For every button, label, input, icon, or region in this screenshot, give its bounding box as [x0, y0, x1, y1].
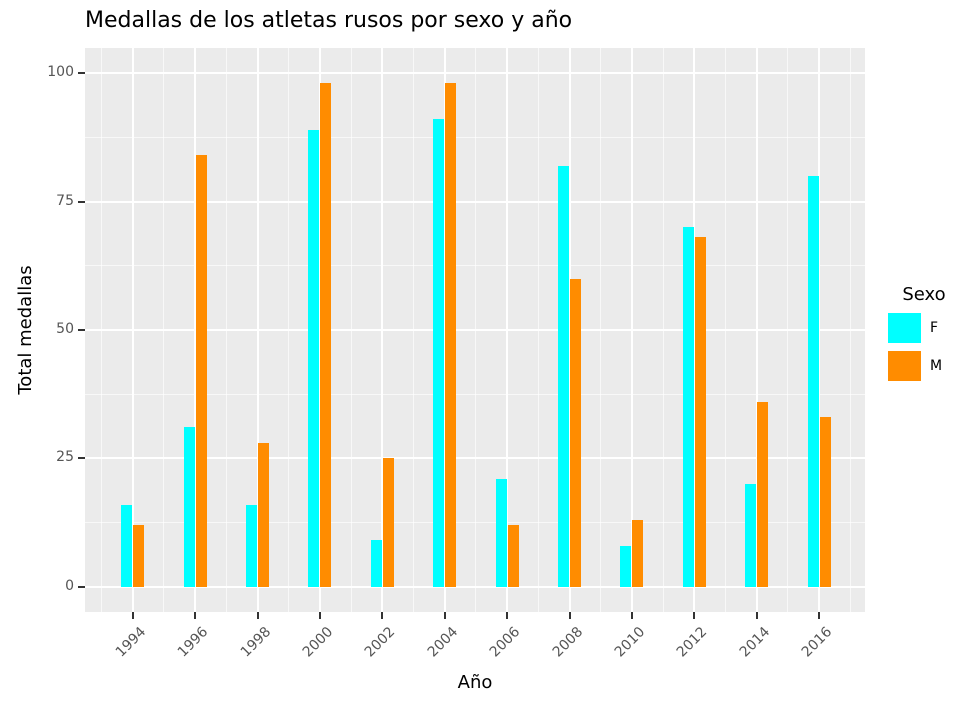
gridline-vertical-major: [630, 48, 633, 612]
bar-2012-M: [694, 237, 706, 587]
gridline-horizontal-major: [85, 72, 865, 75]
gridline-vertical-major: [506, 48, 509, 612]
gridline-horizontal-major: [85, 457, 865, 460]
y-tick-mark: [78, 72, 85, 75]
legend-label-f: F: [930, 320, 939, 336]
bar-1996-M: [195, 155, 207, 587]
legend-title: Sexo: [902, 284, 946, 305]
gridline-horizontal-minor: [85, 393, 865, 395]
bar-2006-M: [507, 525, 519, 587]
bar-2008-M: [570, 278, 581, 587]
gridline-vertical-minor: [413, 48, 414, 612]
bar-2016-M: [819, 417, 831, 587]
gridline-vertical-minor: [288, 48, 290, 612]
gridline-vertical-minor: [600, 48, 602, 612]
bar-2008-F: [558, 165, 569, 587]
gridline-vertical-minor: [849, 48, 851, 612]
gridline-vertical-minor: [475, 48, 477, 612]
x-tick-mark: [630, 612, 633, 619]
gridline-vertical-minor: [725, 48, 726, 612]
bar-2012-F: [682, 227, 694, 587]
x-tick-mark: [443, 612, 446, 619]
x-tick-mark: [506, 612, 509, 619]
x-tick-mark: [318, 612, 321, 619]
x-tick-mark: [568, 612, 571, 619]
x-tick-mark: [693, 612, 696, 619]
gridline-vertical-major: [381, 48, 384, 612]
bar-2014-M: [757, 401, 769, 587]
y-tick-label: 75: [56, 192, 74, 209]
y-tick-mark: [78, 328, 85, 331]
y-tick-label: 0: [65, 577, 74, 594]
gridline-vertical-major: [693, 48, 696, 612]
bar-1994-F: [121, 504, 133, 587]
bar-2004-M: [445, 83, 457, 587]
gridline-horizontal-minor: [85, 522, 865, 523]
bar-1998-M: [258, 442, 269, 587]
y-tick-mark: [78, 585, 85, 588]
x-tick-mark: [818, 612, 821, 619]
gridline-vertical-major: [568, 48, 571, 612]
gridline-vertical-minor: [350, 48, 352, 612]
gridline-vertical-major: [443, 48, 446, 612]
legend-swatch-m-icon: [888, 351, 921, 381]
y-tick-label: 50: [56, 320, 74, 337]
gridline-vertical-major: [131, 48, 134, 612]
legend-item-f: F: [888, 313, 960, 343]
gridline-vertical-minor: [537, 48, 539, 612]
gridline-horizontal-minor: [85, 265, 865, 267]
bar-2004-F: [433, 119, 445, 587]
legend-swatch-f-icon: [888, 313, 921, 343]
legend: Sexo F M: [888, 284, 960, 389]
bar-2010-M: [632, 519, 644, 587]
bar-2014-F: [745, 483, 757, 587]
bar-2000-F: [308, 129, 320, 587]
x-tick-mark: [381, 612, 384, 619]
gridline-horizontal-minor: [85, 136, 865, 138]
x-axis-title: Año: [457, 672, 493, 693]
y-tick-label: 25: [56, 449, 74, 466]
gridline-vertical-major: [194, 48, 197, 612]
y-tick-label: 100: [47, 64, 74, 81]
gridline-vertical-minor: [163, 48, 165, 612]
bar-2016-F: [807, 175, 819, 587]
bar-2002-M: [382, 458, 394, 587]
chart-title: Medallas de los atletas rusos por sexo y…: [85, 8, 573, 33]
legend-item-m: M: [888, 351, 960, 381]
gridline-vertical-major: [318, 48, 321, 612]
bar-2002-F: [370, 540, 382, 587]
x-tick-mark: [256, 612, 259, 619]
legend-label-m: M: [930, 358, 943, 374]
x-tick-mark: [755, 612, 758, 619]
gridline-vertical-major: [256, 48, 259, 612]
plot-panel: [85, 48, 865, 612]
x-tick-mark: [131, 612, 134, 619]
gridline-horizontal-major: [85, 200, 865, 203]
gridline-vertical-minor: [787, 48, 789, 612]
gridline-vertical-minor: [662, 48, 664, 612]
gridline-horizontal-major: [85, 328, 865, 331]
gridline-vertical-minor: [101, 48, 102, 612]
y-axis-title: Total medallas: [15, 265, 36, 395]
gridline-horizontal-major: [85, 585, 865, 588]
bar-1994-M: [133, 525, 145, 587]
bar-2006-F: [495, 478, 507, 587]
bar-1996-F: [183, 427, 195, 587]
bar-2000-M: [320, 83, 332, 587]
gridline-vertical-minor: [225, 48, 227, 612]
y-tick-mark: [78, 457, 85, 460]
gridline-vertical-major: [818, 48, 821, 612]
bar-2010-F: [620, 545, 632, 587]
bar-1998-F: [246, 504, 257, 587]
y-tick-mark: [78, 200, 85, 203]
gridline-vertical-major: [755, 48, 758, 612]
x-tick-mark: [194, 612, 197, 619]
